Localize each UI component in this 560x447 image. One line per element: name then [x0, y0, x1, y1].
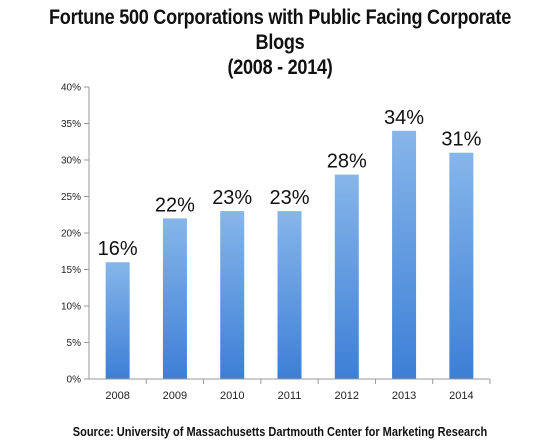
bar-data-label: 23% — [212, 187, 252, 209]
y-tick-label: 30% — [61, 156, 81, 167]
chart-title-line2: (2008 - 2014) — [227, 56, 333, 79]
x-tick-label: 2010 — [220, 390, 244, 402]
bar — [162, 218, 187, 379]
bar-data-label: 23% — [269, 187, 309, 209]
y-tick-label: 40% — [61, 83, 81, 94]
x-tick-label: 2008 — [105, 390, 129, 402]
x-tick-label: 2013 — [392, 390, 416, 402]
y-tick-label: 20% — [61, 229, 81, 240]
y-tick-label: 25% — [61, 192, 81, 203]
y-axis: 0% 5% 10% 15% 20% 25% 30% 35% 40% — [61, 83, 90, 386]
bar — [105, 262, 130, 379]
chart-source: Source: University of Massachusetts Dart… — [72, 425, 488, 439]
bar-data-label: 28% — [327, 151, 367, 173]
y-tick-label: 15% — [61, 265, 81, 276]
x-tick-label: 2014 — [449, 390, 473, 402]
bar-data-label: 31% — [441, 129, 481, 151]
chart-title-line1: Fortune 500 Corporations with Public Fac… — [49, 6, 511, 54]
bar — [220, 211, 245, 379]
chart-title: Fortune 500 Corporations with Public Fac… — [39, 5, 521, 80]
x-tick-label: 2012 — [335, 390, 359, 402]
y-tick-label: 5% — [67, 338, 82, 349]
x-axis: 2008 2009 2010 2011 2012 2013 2014 — [89, 378, 491, 402]
bar — [449, 152, 474, 379]
bar-data-label: 16% — [98, 238, 138, 260]
x-tick-label: 2009 — [163, 390, 187, 402]
bar — [392, 130, 417, 379]
y-tick-label: 35% — [61, 119, 81, 130]
bar-data-label: 22% — [155, 194, 195, 216]
y-tick-label: 0% — [67, 375, 82, 386]
bar-data-label: 34% — [384, 107, 424, 129]
bars: 16% 22% 23% 23% 28% 34% 31% — [98, 107, 482, 379]
bar — [334, 174, 359, 379]
x-tick-label: 2011 — [278, 390, 302, 402]
bar — [277, 211, 302, 379]
y-tick-label: 10% — [61, 302, 81, 313]
